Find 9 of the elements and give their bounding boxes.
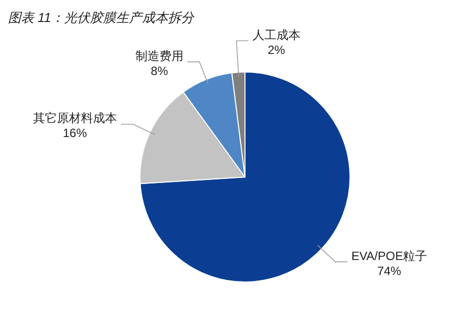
data-label: 8% bbox=[150, 64, 168, 78]
data-label: 2% bbox=[268, 42, 286, 57]
chart-title: 图表 11：光伏胶膜生产成本拆分 bbox=[8, 10, 196, 25]
slice-label: 制造费用 bbox=[135, 48, 184, 63]
slice-label: EVA/POE粒子 bbox=[351, 248, 428, 263]
data-label: 16% bbox=[62, 126, 88, 140]
data-label: 74% bbox=[377, 264, 402, 278]
slice-label: 人工成本 bbox=[252, 28, 300, 42]
slice-label: 其它原材料成本 bbox=[32, 111, 117, 126]
